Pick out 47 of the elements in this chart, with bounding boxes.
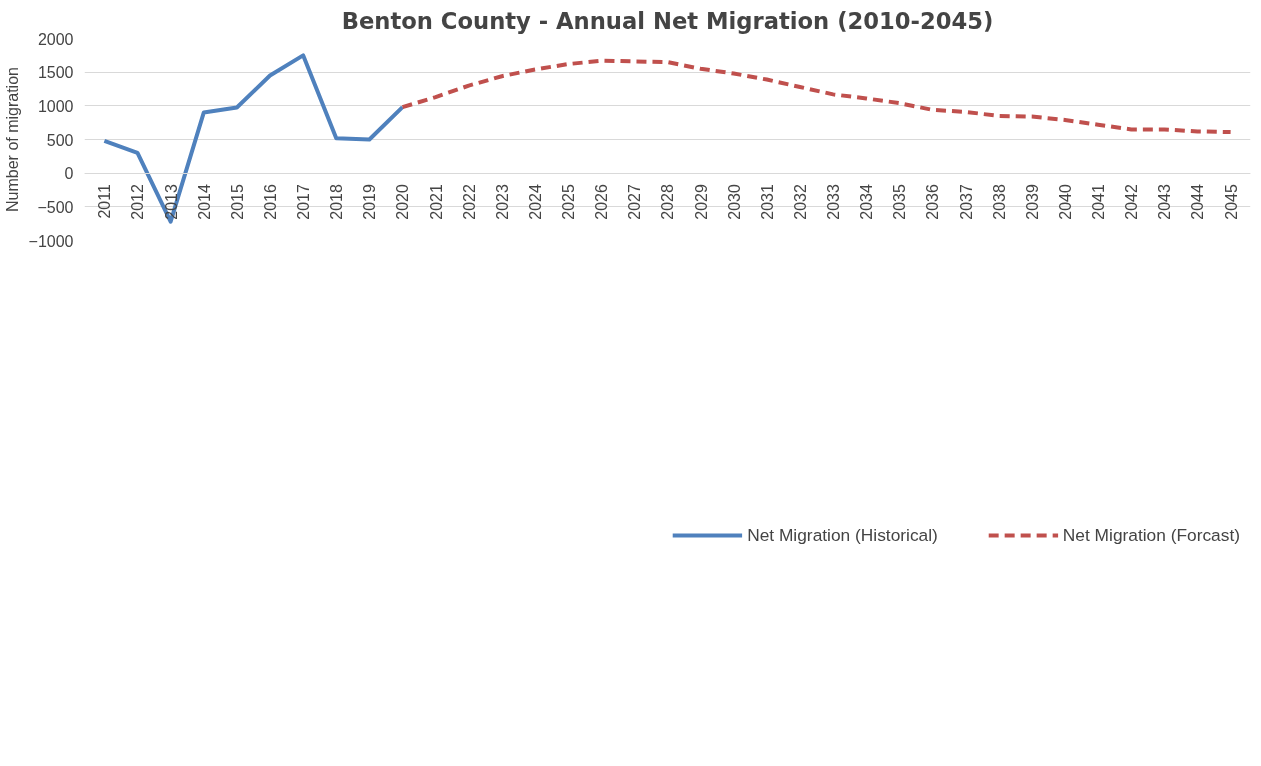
x-tick-label: 2044 (1189, 184, 1207, 220)
x-tick-label: 2035 (891, 184, 909, 220)
y-axis-title: Number of migration (3, 67, 21, 212)
x-tick-label: 2021 (427, 184, 445, 220)
line-series (400, 58, 1233, 135)
x-tick-label: 2043 (1156, 184, 1174, 220)
x-tick-label: 2032 (792, 184, 809, 220)
chart-title: Benton County - Annual Net Migration (2010-2045) (341, 7, 994, 34)
x-tick-label: 2034 (858, 184, 876, 220)
x-tick-label: 2041 (1090, 184, 1108, 220)
x-tick-label: 2040 (1057, 184, 1074, 220)
x-tick-label: 2025 (560, 184, 578, 220)
legend-label: Net Migration (Forcast) (1062, 524, 1240, 546)
x-tick-label: 2013 (162, 184, 180, 220)
x-tick-label: 2026 (593, 184, 611, 220)
x-tick-label: 2030 (725, 184, 743, 220)
y-tick-label: 1000 (37, 97, 74, 115)
x-tick-label: 2045 (1222, 184, 1240, 220)
x-tick-label: 2039 (1023, 184, 1041, 220)
x-tick-label: 2033 (825, 184, 843, 220)
x-tick-label: 2029 (692, 184, 710, 220)
x-tick-label: 2024 (527, 184, 544, 220)
x-tick-label: 2037 (957, 184, 975, 220)
x-tick-label: 2022 (460, 184, 478, 220)
x-tick-label: 2012 (129, 184, 147, 220)
x-tick-label: 2023 (493, 184, 511, 220)
legend-label: Net Migration (Historical) (747, 524, 938, 546)
y-tick-label: 2000 (37, 30, 74, 48)
x-tick-label: 2011 (96, 184, 114, 219)
y-tick-label: 500 (46, 131, 74, 149)
x-tick-label: 2038 (990, 184, 1008, 220)
x-tick-label: 2028 (659, 184, 677, 220)
y-tick-label: −1000 (28, 232, 74, 250)
y-tick-label: 1500 (37, 64, 74, 82)
x-tick-label: 2019 (361, 184, 379, 220)
x-tick-label: 2031 (758, 184, 776, 220)
x-tick-label: 2014 (195, 184, 213, 220)
x-tick-label: 2027 (626, 184, 644, 220)
y-tick-label: −500 (37, 198, 74, 216)
x-tick-label: 2020 (394, 184, 412, 220)
y-tick-label: 0 (64, 165, 74, 183)
x-tick-label: 2017 (295, 184, 313, 220)
x-tick-label: 2016 (262, 184, 279, 220)
x-tick-label: 2015 (228, 184, 246, 220)
x-tick-label: 2036 (924, 184, 942, 220)
x-tick-label: 2042 (1123, 184, 1141, 220)
x-tick-label: 2018 (328, 184, 346, 220)
